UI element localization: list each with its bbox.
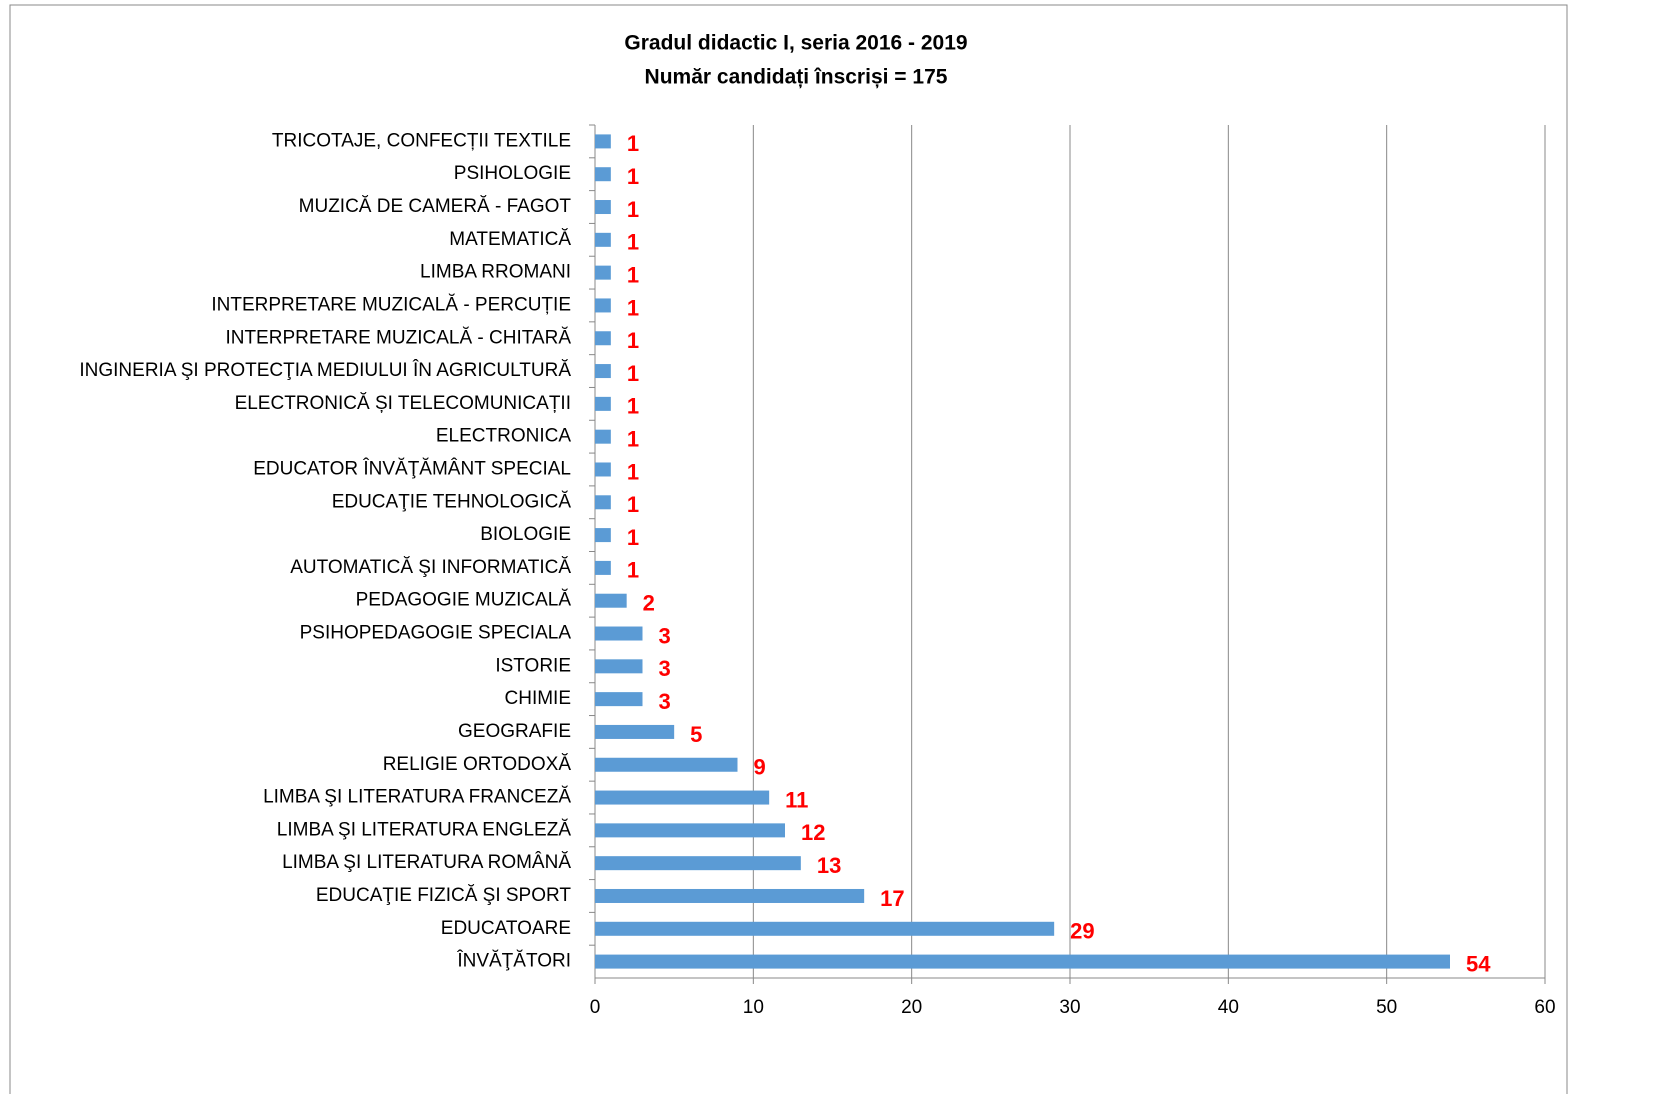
y-tick-label: ELECTRONICA — [436, 426, 571, 447]
value-label: 2 — [643, 591, 655, 616]
value-label: 1 — [627, 328, 639, 353]
value-label: 1 — [627, 197, 639, 222]
bar — [595, 888, 865, 903]
y-tick-label: EDUCATOARE — [441, 918, 571, 939]
bar — [595, 856, 801, 871]
y-tick-label: LIMBA ŞI LITERATURA ENGLEZĂ — [277, 819, 572, 840]
x-tick-label: 0 — [590, 997, 601, 1018]
bar — [595, 429, 611, 444]
bar — [595, 396, 611, 411]
value-label: 1 — [627, 394, 639, 419]
y-tick-label: LIMBA ŞI LITERATURA FRANCEZĂ — [263, 787, 571, 808]
bar — [595, 724, 675, 739]
value-label: 9 — [754, 755, 766, 780]
x-tick-label: 40 — [1218, 997, 1239, 1018]
y-tick-label: PSIHOLOGIE — [454, 163, 571, 184]
x-tick-label: 10 — [743, 997, 764, 1018]
y-tick-label: AUTOMATICĂ ŞI INFORMATICĂ — [290, 557, 571, 578]
value-label: 3 — [659, 656, 671, 681]
y-tick-label: EDUCAŢIE FIZICĂ ŞI SPORT — [316, 885, 572, 906]
y-tick-label: GEOGRAFIE — [458, 721, 571, 742]
chart-subtitle: Număr candidați înscriși = 175 — [645, 66, 948, 89]
value-label: 1 — [627, 459, 639, 484]
bar — [595, 364, 611, 379]
y-tick-label: INTERPRETARE MUZICALĂ - PERCUȚIE — [211, 294, 571, 315]
y-tick-label: TRICOTAJE, CONFECȚII TEXTILE — [272, 130, 571, 151]
y-tick-label: MUZICĂ DE CAMERĂ - FAGOT — [299, 196, 572, 217]
bar — [595, 265, 611, 280]
y-tick-label: MATEMATICĂ — [449, 229, 571, 250]
bar — [595, 298, 611, 313]
bar — [595, 134, 611, 149]
value-label: 1 — [627, 295, 639, 320]
y-tick-label: INTERPRETARE MUZICALĂ - CHITARĂ — [225, 327, 571, 348]
bar — [595, 462, 611, 477]
value-label: 1 — [627, 361, 639, 386]
bar — [595, 593, 627, 608]
bar — [595, 757, 738, 772]
value-label: 1 — [627, 230, 639, 255]
x-tick-label: 30 — [1059, 997, 1080, 1018]
bar — [595, 790, 770, 805]
bar — [595, 331, 611, 346]
bar — [595, 167, 611, 182]
y-tick-label: BIOLOGIE — [480, 524, 571, 545]
y-tick-label: ISTORIE — [495, 655, 571, 676]
x-tick-label: 20 — [901, 997, 922, 1018]
bar — [595, 823, 785, 838]
value-label: 1 — [627, 164, 639, 189]
chart-frame — [9, 4, 1568, 1099]
bar — [595, 692, 643, 707]
value-label: 5 — [690, 722, 702, 747]
value-label: 3 — [659, 689, 671, 714]
value-label: 13 — [817, 853, 841, 878]
y-tick-label: ELECTRONICĂ ȘI TELECOMUNICAȚII — [235, 393, 571, 414]
bar — [595, 200, 611, 215]
bar — [595, 659, 643, 674]
x-tick-label: 60 — [1534, 997, 1555, 1018]
y-tick-label: PSIHOPEDAGOGIE SPECIALA — [300, 623, 572, 644]
y-tick-label: EDUCAŢIE TEHNOLOGICĂ — [332, 491, 572, 512]
y-tick-label: EDUCATOR ÎNVĂŢĂMÂNT SPECIAL — [253, 457, 571, 479]
chart-title: Gradul didactic I, seria 2016 - 2019 — [624, 32, 967, 55]
bar — [595, 560, 611, 575]
value-label: 3 — [659, 623, 671, 648]
y-tick-label: RELIGIE ORTODOXĂ — [383, 754, 572, 775]
value-label: 17 — [880, 886, 904, 911]
y-tick-label: LIMBA ŞI LITERATURA ROMÂNĂ — [282, 851, 571, 873]
bar — [595, 232, 611, 247]
value-label: 11 — [785, 787, 808, 812]
value-label: 54 — [1466, 951, 1491, 976]
bar — [595, 921, 1055, 936]
y-tick-label: CHIMIE — [505, 688, 572, 709]
y-tick-label: PEDAGOGIE MUZICALĂ — [356, 590, 572, 611]
value-label: 1 — [627, 492, 639, 517]
y-tick-label: LIMBA RROMANI — [420, 262, 571, 283]
x-tick-label: 50 — [1376, 997, 1397, 1018]
value-label: 1 — [627, 426, 639, 451]
value-label: 1 — [627, 525, 639, 550]
bar — [595, 495, 611, 510]
value-label: 12 — [801, 820, 825, 845]
value-label: 1 — [627, 262, 639, 287]
value-label: 29 — [1070, 919, 1094, 944]
y-tick-label: INGINERIA ŞI PROTECŢIA MEDIULUI ÎN AGRIC… — [79, 359, 571, 381]
y-tick-label: ÎNVĂŢĂTORI — [456, 950, 571, 972]
bar — [595, 528, 611, 543]
bar — [595, 954, 1450, 969]
bar — [595, 626, 643, 641]
value-label: 1 — [627, 131, 639, 156]
value-label: 1 — [627, 558, 639, 583]
